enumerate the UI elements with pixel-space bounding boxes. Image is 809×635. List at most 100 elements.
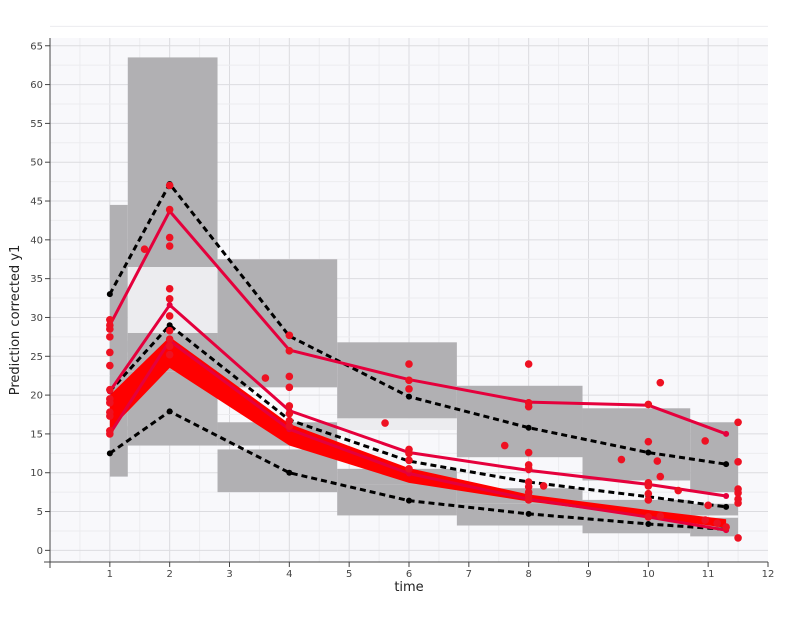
observation-point — [261, 374, 270, 382]
y-tick-label: 0 — [37, 546, 43, 557]
y-tick-label: 60 — [30, 80, 43, 91]
x-tick-label: 11 — [702, 569, 715, 580]
observation-point — [405, 385, 413, 393]
observation-point — [165, 312, 174, 320]
observation-point — [656, 472, 665, 481]
simulated-p95-marker — [723, 461, 730, 468]
observation-point — [106, 412, 114, 420]
observation-point — [405, 456, 413, 465]
observation-point — [405, 376, 413, 385]
observation-point — [285, 331, 294, 340]
simulated-p95-marker — [525, 424, 532, 431]
observation-point — [285, 422, 294, 430]
y-tick-label: 45 — [30, 197, 43, 208]
observation-point — [165, 181, 174, 190]
x-tick-label: 6 — [406, 569, 412, 580]
observation-point — [405, 360, 413, 368]
y-tick-label: 5 — [37, 507, 43, 518]
observation-point — [674, 486, 683, 495]
observation-point — [165, 233, 174, 242]
observation-point — [165, 335, 174, 344]
y-tick-label: 50 — [30, 158, 43, 169]
simulated-p5-marker — [645, 520, 652, 527]
y-tick-label: 30 — [30, 313, 43, 324]
simulated-p50-marker — [723, 503, 730, 510]
simulated-p95-marker — [106, 291, 113, 298]
simulated-p5-marker — [166, 408, 173, 415]
observation-point — [165, 284, 174, 293]
observation-point — [734, 458, 742, 466]
simulated-p5-marker — [406, 497, 412, 504]
observed-p50-marker — [166, 302, 173, 309]
simulated-p5-marker — [106, 450, 113, 457]
observation-point — [285, 402, 294, 410]
x-tick-label: 12 — [762, 569, 775, 580]
observation-point — [539, 482, 548, 490]
x-tick-label: 1 — [107, 569, 113, 580]
lower-percentile-band — [109, 426, 128, 477]
observation-point — [500, 441, 509, 450]
x-axis-ticks: 1 2 3 4 5 6 7 8 9 10 11 12 — [49, 562, 775, 580]
observation-point — [165, 295, 174, 303]
observation-point — [165, 205, 174, 214]
observation-point — [734, 418, 742, 427]
observation-point — [644, 482, 653, 490]
x-tick-label: 2 — [166, 569, 172, 580]
simulated-p50-marker — [166, 322, 173, 329]
x-tick-label: 7 — [466, 569, 472, 580]
observation-point — [644, 437, 653, 446]
inner-gap-group — [690, 503, 739, 516]
observation-point — [405, 449, 413, 458]
observation-point — [656, 378, 665, 387]
y-tick-label: 55 — [30, 119, 43, 130]
observation-point — [106, 348, 114, 357]
y-tick-label: 20 — [30, 391, 43, 402]
observation-point — [524, 465, 533, 473]
observation-point — [734, 499, 742, 507]
observation-point — [524, 402, 533, 411]
observation-point — [644, 496, 653, 504]
observation-point — [165, 342, 174, 350]
observation-point — [285, 409, 294, 418]
observation-point — [524, 482, 533, 491]
x-tick-label: 8 — [525, 569, 531, 580]
upper-percentile-band — [456, 385, 583, 458]
observation-point — [165, 242, 174, 250]
observation-point — [106, 325, 114, 333]
observation-point — [656, 512, 665, 520]
observed-p95-marker — [723, 430, 730, 437]
median-percentile-band — [690, 503, 739, 516]
simulated-p5-marker — [525, 510, 532, 517]
x-axis-title: time — [394, 580, 423, 595]
x-tick-label: 5 — [346, 569, 352, 580]
x-tick-label: 10 — [642, 569, 655, 580]
observation-point — [106, 333, 114, 341]
y-tick-label: 10 — [30, 468, 43, 479]
observation-point — [405, 465, 413, 473]
y-axis-ticks: 0 5 10 15 20 25 30 35 40 45 50 55 60 65 — [30, 41, 50, 563]
simulated-p5-marker — [286, 469, 293, 476]
observation-point — [713, 519, 721, 527]
observation-point — [381, 419, 389, 427]
upper-percentile-band — [582, 408, 691, 481]
y-axis-title: Prediction corrected y1 — [8, 245, 23, 396]
y-tick-label: 35 — [30, 274, 43, 285]
observation-point — [734, 534, 742, 542]
observation-point — [524, 496, 533, 504]
simulated-p95-marker — [406, 393, 412, 400]
lower-percentile-band — [217, 449, 338, 493]
lower-percentile-band — [337, 484, 457, 516]
observation-point — [644, 400, 653, 409]
observation-point — [644, 489, 653, 498]
lower-percentile-band — [456, 503, 583, 526]
y-tick-label: 15 — [30, 429, 43, 440]
observation-point — [701, 516, 709, 524]
observation-point — [106, 399, 114, 407]
observation-point — [722, 523, 730, 531]
observation-point — [617, 455, 626, 464]
observation-point — [106, 385, 114, 394]
upper-percentile-band — [337, 342, 457, 419]
observed-points — [106, 181, 742, 542]
observation-point — [701, 437, 709, 445]
